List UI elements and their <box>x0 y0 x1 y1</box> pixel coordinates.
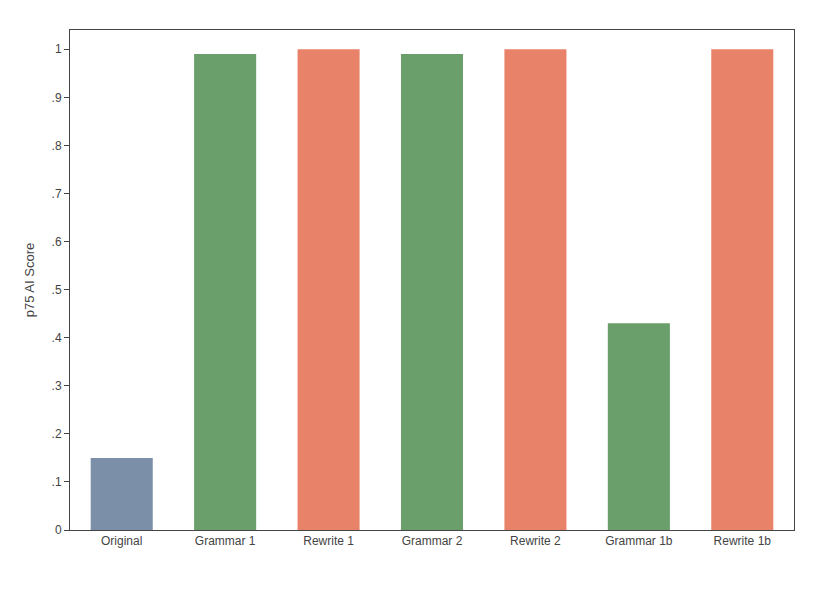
svg-text:Rewrite 1b: Rewrite 1b <box>714 534 772 548</box>
svg-text:.7: .7 <box>52 187 62 201</box>
svg-text:Grammar 1b: Grammar 1b <box>605 534 673 548</box>
svg-text:.6: .6 <box>52 235 62 249</box>
svg-text:Rewrite 2: Rewrite 2 <box>510 534 561 548</box>
svg-text:.8: .8 <box>52 139 62 153</box>
svg-text:.3: .3 <box>52 379 62 393</box>
svg-text:0: 0 <box>55 523 62 537</box>
svg-text:Original: Original <box>101 534 142 548</box>
svg-text:p75 AI Score: p75 AI Score <box>22 243 37 317</box>
svg-text:Rewrite 1: Rewrite 1 <box>303 534 354 548</box>
svg-text:.1: .1 <box>52 475 62 489</box>
svg-text:Grammar 1: Grammar 1 <box>195 534 256 548</box>
svg-text:.5: .5 <box>52 283 62 297</box>
svg-text:.2: .2 <box>52 427 62 441</box>
svg-text:1: 1 <box>55 42 62 56</box>
svg-text:.9: .9 <box>52 91 62 105</box>
svg-text:Grammar 2: Grammar 2 <box>402 534 463 548</box>
svg-text:.4: .4 <box>52 331 62 345</box>
